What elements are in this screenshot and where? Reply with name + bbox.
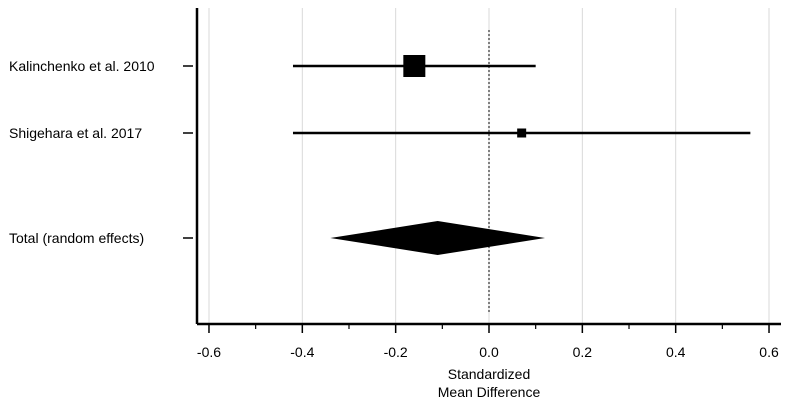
x-tick-label: 0.4 xyxy=(666,344,686,360)
grid-layer xyxy=(208,8,770,324)
x-axis-label-line-2: Mean Difference xyxy=(438,384,541,400)
x-tick-label: -0.2 xyxy=(384,344,408,360)
study-label: Kalinchenko et al. 2010 xyxy=(9,58,155,74)
study-layer xyxy=(292,55,751,255)
x-tick-label: 0.0 xyxy=(479,344,499,360)
row-label-layer: Kalinchenko et al. 2010 Shigehara et al. … xyxy=(9,58,193,246)
x-tick-label: 0.2 xyxy=(573,344,593,360)
x-tick-layer: -0.6 -0.4 -0.2 0.0 0.2 0.4 0.6 xyxy=(197,324,779,360)
study-estimate-marker xyxy=(517,128,527,138)
x-axis-label-line-1: Standardized xyxy=(448,366,531,382)
study-label: Shigehara et al. 2017 xyxy=(9,125,142,141)
pooled-effect-diamond xyxy=(330,221,546,255)
pooled-label: Total (random effects) xyxy=(9,230,144,246)
x-tick-label: 0.6 xyxy=(759,344,779,360)
x-tick-label: -0.4 xyxy=(290,344,314,360)
study-estimate-marker xyxy=(403,55,426,77)
x-tick-label: -0.6 xyxy=(197,344,221,360)
